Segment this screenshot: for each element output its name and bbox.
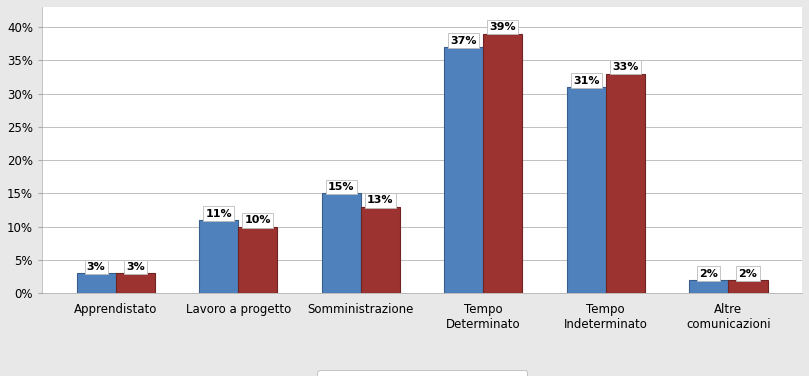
Bar: [606, 74, 645, 293]
Bar: [238, 227, 277, 293]
Bar: [361, 207, 400, 293]
Bar: [116, 273, 155, 293]
Text: 13%: 13%: [367, 196, 394, 205]
Bar: [199, 220, 238, 293]
Bar: [728, 280, 768, 293]
Bar: [483, 33, 523, 293]
Text: 10%: 10%: [244, 215, 271, 225]
Bar: [689, 280, 728, 293]
Text: 31%: 31%: [573, 76, 599, 85]
Text: 15%: 15%: [328, 182, 354, 192]
Text: 3%: 3%: [87, 262, 105, 272]
Bar: [444, 47, 483, 293]
Bar: [321, 193, 361, 293]
Text: 2%: 2%: [699, 268, 718, 279]
Text: 37%: 37%: [451, 36, 477, 45]
Legend: Anno 2011, Anno 2012: Anno 2011, Anno 2012: [317, 370, 527, 376]
Text: 11%: 11%: [205, 209, 232, 219]
Bar: [566, 87, 606, 293]
Bar: [77, 273, 116, 293]
Text: 3%: 3%: [126, 262, 145, 272]
Text: 39%: 39%: [489, 22, 516, 32]
Text: 2%: 2%: [739, 268, 757, 279]
Text: 33%: 33%: [612, 62, 638, 72]
